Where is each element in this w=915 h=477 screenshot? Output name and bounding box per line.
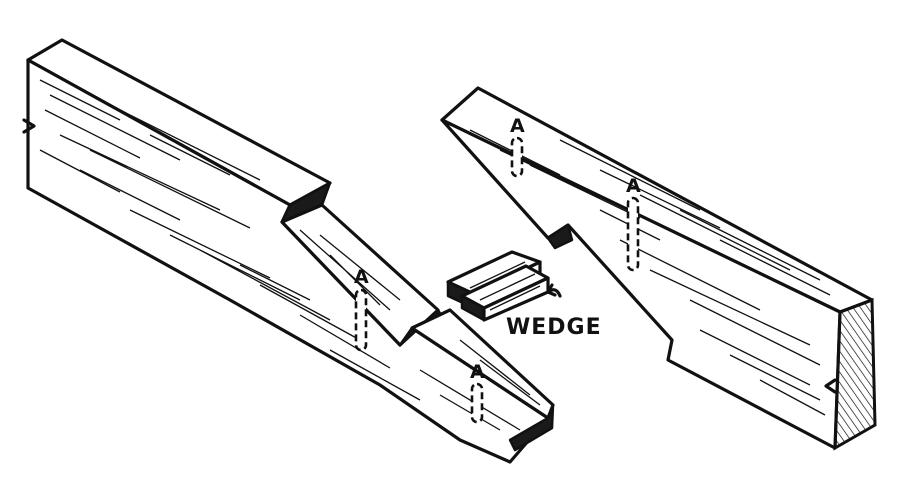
- left-end-face: [508, 403, 555, 452]
- right-notch-step: [546, 223, 574, 250]
- left-timber: A A: [22, 38, 555, 464]
- wedges: [446, 250, 550, 322]
- pin-a2-label: A: [626, 175, 641, 197]
- wedge-arrowhead: [546, 283, 557, 297]
- wedge-label: WEDGE: [506, 315, 602, 340]
- pin-a-label: A: [354, 266, 369, 288]
- right-pin-a2: A: [626, 175, 641, 272]
- wedge-grain: [469, 261, 541, 311]
- pin-a2-hole: [626, 196, 640, 272]
- left-pin-a: A: [354, 266, 369, 352]
- left-end-notch: [22, 118, 36, 134]
- pin-a-hole: [354, 288, 368, 352]
- pin-b-label: A: [470, 361, 485, 383]
- pin-a1-hole: [510, 136, 524, 178]
- left-grain: [39, 79, 541, 431]
- right-end-grain-face: [833, 297, 877, 451]
- left-pin-b: A: [470, 361, 485, 424]
- pin-b-hole: [470, 382, 484, 424]
- pin-a1-label: A: [510, 115, 525, 137]
- right-end-notch: [824, 378, 837, 394]
- right-timber: A A: [440, 86, 877, 451]
- right-pin-a1: A: [510, 115, 525, 178]
